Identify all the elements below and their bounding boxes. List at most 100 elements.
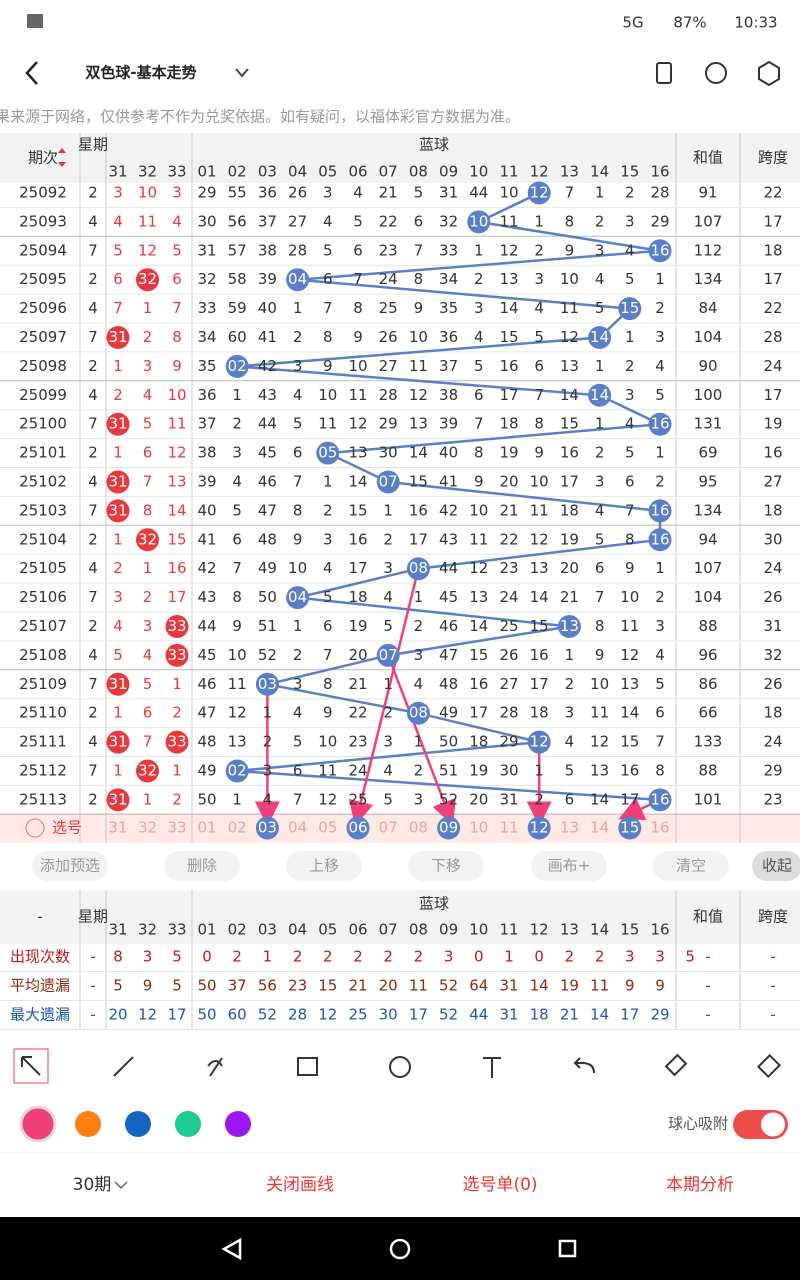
issue: 25104 <box>19 530 67 548</box>
select-ball[interactable] <box>437 816 461 840</box>
action-button[interactable] <box>752 851 800 881</box>
stats-cell: 56 <box>258 977 277 995</box>
notice: 注：开奖结果来源于网络，仅供参考不作为兑奖依据。如有疑问，以福体彩官方数据为准。 <box>0 108 520 126</box>
blue-miss: 17 <box>469 704 488 722</box>
blue-col: 04 <box>288 163 307 181</box>
footer-tab[interactable]: 关闭画线 <box>266 1175 334 1195</box>
select-radio[interactable] <box>25 818 45 838</box>
footer-tab[interactable]: 选号单(0) <box>462 1175 537 1195</box>
blue-miss: 6 <box>293 444 303 462</box>
stats-cell: 31 <box>499 1006 518 1024</box>
stats-blue-col: 06 <box>348 921 367 939</box>
blue-ball <box>286 586 310 610</box>
blue-miss: 16 <box>620 762 639 780</box>
action-button[interactable] <box>164 851 240 881</box>
nav-back[interactable] <box>221 1237 242 1261</box>
share-icon[interactable] <box>705 62 727 84</box>
tool-clear[interactable] <box>756 1053 782 1079</box>
action-button[interactable] <box>286 851 362 881</box>
blue-miss: 26 <box>288 184 307 202</box>
blue-miss: 2 <box>232 415 242 433</box>
blue-miss: 29 <box>197 184 216 202</box>
color-green[interactable] <box>175 1111 201 1137</box>
blue-miss: 5 <box>383 617 393 635</box>
tool-curve[interactable] <box>207 1057 223 1077</box>
device-icon[interactable] <box>656 62 672 84</box>
blue-miss: 16 <box>560 444 579 462</box>
select-ball[interactable] <box>346 816 370 840</box>
blue-miss: 44 <box>258 415 277 433</box>
action-button[interactable] <box>653 851 729 881</box>
nav-home[interactable] <box>389 1238 411 1260</box>
blue-ball <box>255 672 279 696</box>
stats-blue-col: 04 <box>288 921 307 939</box>
red-miss: 2 <box>172 704 182 722</box>
nav-recent[interactable] <box>558 1239 577 1258</box>
red-miss: 7 <box>113 299 123 317</box>
red-miss: 8 <box>143 501 153 519</box>
tool-line[interactable] <box>113 1056 134 1077</box>
red-ball <box>106 470 130 494</box>
blue-miss: 15 <box>469 646 488 664</box>
settings-icon[interactable] <box>758 60 780 87</box>
blue-miss: 1 <box>414 733 424 751</box>
status-bar <box>0 0 800 46</box>
stats-cell: 29 <box>650 1006 669 1024</box>
stats-cell: 21 <box>560 1006 579 1024</box>
tool-select[interactable] <box>13 1048 49 1084</box>
color-purple[interactable] <box>225 1111 251 1137</box>
tool-circle[interactable] <box>389 1056 411 1078</box>
select-ball[interactable] <box>527 816 551 840</box>
span: 30 <box>763 530 782 548</box>
color-orange[interactable] <box>75 1111 101 1137</box>
page-title[interactable]: 双色球-基本走势 <box>85 64 196 82</box>
back[interactable] <box>25 61 38 85</box>
action-button[interactable] <box>408 851 484 881</box>
action-button[interactable] <box>32 851 108 881</box>
sum: 134 <box>694 501 723 519</box>
blue-miss: 48 <box>258 530 277 548</box>
tool-undo[interactable] <box>573 1057 595 1074</box>
select-ball[interactable] <box>255 816 279 840</box>
select-ball[interactable] <box>618 816 642 840</box>
stats-cell: 52 <box>439 977 458 995</box>
color-pink[interactable] <box>19 1105 57 1143</box>
sum: 112 <box>694 241 723 259</box>
blue-miss: 13 <box>348 444 367 462</box>
issue: 25092 <box>19 184 67 202</box>
sum: 104 <box>694 588 723 606</box>
blue-miss: 15 <box>409 473 428 491</box>
issue: 25094 <box>19 241 67 259</box>
blue-miss: 55 <box>228 184 247 202</box>
tool-rect[interactable] <box>297 1057 318 1076</box>
footer-tab[interactable]: 本期分析 <box>666 1175 734 1195</box>
blue-miss: 14 <box>530 588 549 606</box>
blue-miss: 52 <box>439 790 458 808</box>
blue-miss: 14 <box>560 386 579 404</box>
blue-miss: 35 <box>197 357 216 375</box>
red-ball-number: 31 <box>108 501 127 519</box>
action-button[interactable] <box>531 851 607 881</box>
network: 5G <box>622 14 643 32</box>
footer-tab[interactable]: 30期 <box>73 1175 112 1195</box>
blue-miss: 4 <box>323 559 333 577</box>
color-blue[interactable] <box>125 1111 151 1137</box>
blue-miss: 17 <box>620 790 639 808</box>
stats-cell: 60 <box>228 1006 247 1024</box>
tool-eraser[interactable] <box>664 1053 688 1077</box>
magnet-label: 球心吸附 <box>668 1115 728 1133</box>
blue-miss: 11 <box>530 501 549 519</box>
blue-miss: 29 <box>499 733 518 751</box>
blue-miss: 11 <box>560 299 579 317</box>
blue-miss: 10 <box>560 270 579 288</box>
dropdown[interactable] <box>235 68 249 78</box>
blue-miss: 8 <box>293 501 303 519</box>
blue-miss: 13 <box>499 270 518 288</box>
stats-red-col: 32 <box>138 921 157 939</box>
blue-miss: 4 <box>414 675 424 693</box>
blue-miss: 40 <box>439 444 458 462</box>
tool-text[interactable] <box>483 1057 501 1078</box>
stats-blue-col: 05 <box>318 921 337 939</box>
blue-miss: 8 <box>625 530 635 548</box>
week: 7 <box>88 501 98 519</box>
